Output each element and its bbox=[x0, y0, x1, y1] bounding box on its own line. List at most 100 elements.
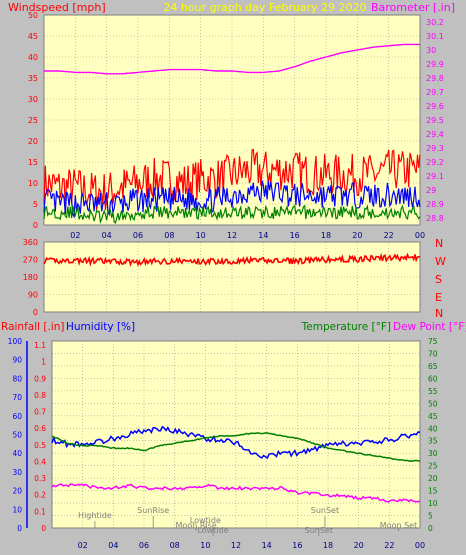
wind-x-tick-label: 22 bbox=[384, 231, 394, 240]
wind-x-tick-label: 18 bbox=[321, 231, 331, 240]
barometer-y-tick-label: 29.7 bbox=[426, 88, 444, 97]
atmos-x-tick-label: 06 bbox=[139, 541, 149, 550]
direction-y-tick-label: 90 bbox=[28, 291, 38, 300]
temperature-y-tick-label: 10 bbox=[428, 499, 438, 508]
event-label: Lowtide bbox=[190, 516, 221, 525]
humidity-line bbox=[51, 425, 421, 460]
direction-series bbox=[43, 252, 421, 267]
temperature-line bbox=[51, 432, 421, 462]
barometer-y-tick-label: 30.1 bbox=[426, 32, 444, 41]
barometer-y-tick-label: 30.2 bbox=[426, 18, 444, 27]
wind-y-tick-label: 20 bbox=[28, 137, 38, 146]
event-label: SunRise bbox=[137, 506, 169, 515]
graph-title: 24 hour graph day February 29 2020 bbox=[163, 1, 366, 14]
direction-y-tick-label: 0 bbox=[33, 308, 38, 317]
wind-left-ticks: 0 5 10 15 20 25 30 35 40 45 50 bbox=[28, 11, 38, 230]
wind-y-tick-label: 15 bbox=[28, 158, 38, 167]
rain-y-tick-label: 0.5 bbox=[34, 441, 46, 450]
atmos-x-ticks: 02 04 06 08 10 12 14 16 18 20 22 00 bbox=[78, 541, 426, 550]
barometer-y-tick-label: 29.5 bbox=[426, 116, 444, 125]
barometer-y-tick-label: 29.4 bbox=[426, 130, 444, 139]
direction-y-tick-label: 180 bbox=[23, 273, 38, 282]
windspeed-axis-label: Windspeed [mph] bbox=[8, 1, 106, 14]
barometer-y-tick-label: 29.9 bbox=[426, 60, 444, 69]
compass-e: E bbox=[435, 291, 442, 304]
compass-labels: N W S E N bbox=[435, 237, 446, 320]
direction-left-ticks: 360 270 180 90 0 bbox=[23, 238, 38, 317]
temperature-y-tick-label: 75 bbox=[428, 337, 438, 346]
barometer-y-tick-label: 29.3 bbox=[426, 144, 444, 153]
atmos-x-tick-label: 16 bbox=[292, 541, 302, 550]
humidity-y-tick-label: 50 bbox=[12, 431, 22, 440]
wind-y-tick-label: 30 bbox=[28, 95, 38, 104]
wind-y-tick-label: 35 bbox=[28, 74, 38, 83]
humidity-y-tick-label: 90 bbox=[12, 356, 22, 365]
rain-y-tick-label: 0.8 bbox=[34, 391, 46, 400]
temperature-y-tick-label: 50 bbox=[428, 399, 438, 408]
wind-y-tick-label: 25 bbox=[28, 116, 38, 125]
temperature-y-tick-label: 60 bbox=[428, 374, 438, 383]
event-label: Hightide bbox=[78, 511, 112, 520]
dewpoint-line bbox=[51, 483, 421, 503]
temperature-y-tick-label: 65 bbox=[428, 362, 438, 371]
rain-ticks: 0 0.1 0.2 0.3 0.4 0.5 0.6 0.7 0.8 0.9 1 1.1 bbox=[34, 341, 46, 533]
barometer-y-tick-label: 29.6 bbox=[426, 102, 444, 111]
rain-y-tick-label: 0.3 bbox=[34, 474, 46, 483]
wind-x-tick-label: 10 bbox=[196, 231, 206, 240]
humidity-ticks: 0 10 20 30 40 50 60 70 80 90 100 bbox=[8, 337, 28, 533]
rain-y-tick-label: 0.1 bbox=[34, 507, 46, 516]
wind-right-ticks: 28.8 28.9 29 29.1 29.2 29.3 29.4 29.5 29.6 29.7 29… bbox=[426, 18, 444, 223]
average-wind-line bbox=[43, 204, 421, 225]
event-label: SunSet bbox=[305, 526, 333, 535]
direction-y-tick-label: 360 bbox=[23, 238, 38, 247]
gust-line bbox=[43, 180, 421, 219]
wind-x-tick-label: 04 bbox=[102, 231, 112, 240]
atmos-x-tick-label: 18 bbox=[323, 541, 333, 550]
wind-x-tick-label: 00 bbox=[415, 231, 425, 240]
atmos-x-tick-label: 20 bbox=[354, 541, 364, 550]
atmos-x-tick-label: 22 bbox=[384, 541, 394, 550]
direction-y-tick-label: 270 bbox=[23, 256, 38, 265]
rain-y-tick-label: 0 bbox=[41, 524, 46, 533]
rain-y-tick-label: 1 bbox=[41, 358, 46, 367]
atmos-x-tick-label: 14 bbox=[262, 541, 272, 550]
wind-x-ticks: 02 04 06 08 10 12 14 16 18 20 22 00 bbox=[70, 231, 425, 240]
temperature-y-tick-label: 70 bbox=[428, 349, 438, 358]
humidity-axis-label: Humidity [%] bbox=[66, 321, 135, 333]
barometer-axis-label: Barometer [.in] bbox=[371, 1, 455, 14]
humidity-y-tick-label: 20 bbox=[12, 487, 22, 496]
temperature-y-tick-label: 40 bbox=[428, 424, 438, 433]
event-label: Lowtide bbox=[197, 526, 228, 535]
wind-y-tick-label: 0 bbox=[33, 221, 38, 230]
wind-direction-line bbox=[43, 252, 421, 267]
atmos-grid bbox=[51, 340, 421, 529]
temperature-y-tick-label: 35 bbox=[428, 437, 438, 446]
humidity-y-tick-label: 60 bbox=[12, 412, 22, 421]
wind-x-tick-label: 08 bbox=[164, 231, 174, 240]
humidity-y-tick-label: 10 bbox=[12, 505, 22, 514]
direction-grid bbox=[43, 241, 421, 313]
wind-y-tick-label: 5 bbox=[33, 200, 38, 209]
rainfall-axis-label: Rainfall [.in] bbox=[1, 321, 64, 333]
temperature-y-tick-label: 5 bbox=[428, 512, 433, 521]
barometer-y-tick-label: 28.8 bbox=[426, 214, 444, 223]
temperature-y-tick-label: 15 bbox=[428, 487, 438, 496]
wind-y-tick-label: 10 bbox=[28, 179, 38, 188]
temperature-y-tick-label: 30 bbox=[428, 449, 438, 458]
temperature-y-tick-label: 20 bbox=[428, 474, 438, 483]
rain-y-tick-label: 0.2 bbox=[34, 491, 46, 500]
temperature-y-tick-label: 25 bbox=[428, 462, 438, 471]
dewpoint-axis-label: Dew Point [°F] bbox=[393, 321, 466, 333]
temperature-y-tick-label: 45 bbox=[428, 412, 438, 421]
wind-series bbox=[43, 43, 421, 225]
wind-plot-border bbox=[43, 14, 421, 226]
atmos-x-tick-label: 12 bbox=[231, 541, 241, 550]
event-label: SunSet bbox=[311, 506, 339, 515]
rain-y-tick-label: 0.4 bbox=[34, 457, 46, 466]
barometer-y-tick-label: 29.8 bbox=[426, 74, 444, 83]
atmos-x-tick-label: 04 bbox=[108, 541, 118, 550]
rain-y-tick-label: 1.1 bbox=[34, 341, 46, 350]
barometer-y-tick-label: 29 bbox=[426, 186, 436, 195]
